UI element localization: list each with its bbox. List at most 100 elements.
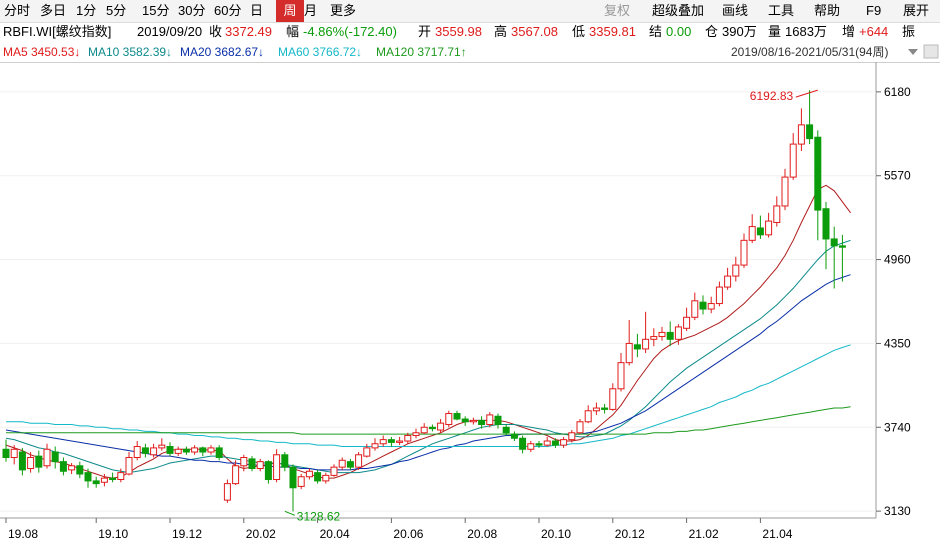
period-tab-5[interactable]: 30分 xyxy=(178,3,206,18)
candle xyxy=(264,460,272,484)
period-tab-4[interactable]: 15分 xyxy=(142,3,170,18)
toolbar-item-1[interactable]: 画线 xyxy=(722,3,749,18)
candle xyxy=(715,281,723,307)
candle-body xyxy=(707,303,715,310)
high-annotation-line xyxy=(795,89,818,98)
candle-body xyxy=(625,342,633,364)
ma-line-ma10 xyxy=(5,239,851,474)
high-label: 高 xyxy=(494,24,508,39)
range-dropdown[interactable] xyxy=(900,42,940,61)
ma10-legend: MA10 3582.39↓ xyxy=(88,45,173,59)
candle-body xyxy=(10,448,18,459)
candle-body xyxy=(797,124,805,145)
candle-body xyxy=(502,426,510,434)
candle-body xyxy=(18,451,26,471)
candle xyxy=(756,215,764,239)
candle xyxy=(396,436,404,446)
ma-legend-bar: MA5 3450.53↓ MA10 3582.39↓ MA20 3682.67↓… xyxy=(0,42,940,63)
period-tab-6[interactable]: 60分 xyxy=(214,3,242,18)
period-tab-7[interactable]: 日 xyxy=(250,3,264,18)
candle xyxy=(2,439,10,462)
candle xyxy=(363,443,371,458)
candle xyxy=(617,353,625,392)
candle xyxy=(27,452,35,473)
candle xyxy=(724,267,732,290)
change-label: 幅 xyxy=(286,24,300,39)
candle-body xyxy=(109,477,117,481)
candle-body xyxy=(601,407,609,410)
candle-body xyxy=(191,447,199,453)
ma-line-ma20 xyxy=(5,274,851,471)
candle xyxy=(609,383,617,411)
candle xyxy=(346,458,354,470)
period-tab-1[interactable]: 多日 xyxy=(40,3,67,18)
candle-body xyxy=(387,439,395,443)
candle-body xyxy=(633,344,641,350)
candle xyxy=(445,410,453,428)
candle xyxy=(527,441,535,453)
candle-body xyxy=(264,461,272,481)
candle xyxy=(478,416,486,429)
candle-body xyxy=(273,454,281,481)
toolbar-item-2[interactable]: 工具 xyxy=(768,3,795,18)
x-tick-label: 21.02 xyxy=(689,527,719,541)
period-tab-0[interactable]: 分时 xyxy=(4,3,31,18)
candle-body xyxy=(478,419,486,426)
candle-body xyxy=(166,446,174,454)
candle xyxy=(322,472,330,484)
candle-body xyxy=(43,448,51,467)
kline-chart[interactable]: 6180 5570 4960 4350 3740 3130 19.08 19.10 19.12 2… xyxy=(0,62,940,547)
candle xyxy=(502,424,510,436)
candle xyxy=(789,133,797,180)
period-toolbar: 分时 多日 1分 5分 15分 30分 60分日周月更多 复权 超级叠加 画线 工具 帮助 F9 展开 xyxy=(0,0,940,23)
ma60-legend: MA60 3766.72↓ xyxy=(278,45,363,59)
candle xyxy=(289,464,297,512)
low-value: 3359.81 xyxy=(589,24,636,39)
open-value: 3559.98 xyxy=(435,24,482,39)
candle xyxy=(748,214,756,244)
period-tab-2[interactable]: 1分 xyxy=(76,3,97,18)
period-tab-3[interactable]: 5分 xyxy=(106,3,127,18)
settle-value: 0.00 xyxy=(666,24,692,39)
candle xyxy=(560,436,568,448)
candle-body xyxy=(379,439,387,445)
candle xyxy=(43,443,51,469)
y-tick-label: 3130 xyxy=(884,504,911,518)
toolbar-item-0[interactable]: 超级叠加 xyxy=(652,3,705,18)
close-label: 收 xyxy=(209,24,223,39)
candle xyxy=(125,452,133,476)
candle xyxy=(84,468,92,488)
candle xyxy=(158,438,166,451)
candle xyxy=(297,474,305,490)
change-value: -4.86%(-172.40) xyxy=(303,24,397,39)
candle xyxy=(338,457,346,470)
candle-body xyxy=(568,432,576,441)
period-tab-9[interactable]: 月 xyxy=(304,3,318,18)
x-tick-label: 20.10 xyxy=(541,527,571,541)
candle xyxy=(10,445,18,465)
period-tab-10[interactable]: 更多 xyxy=(330,3,357,18)
candle-body xyxy=(240,457,248,467)
candle xyxy=(510,431,518,442)
candle xyxy=(633,333,641,358)
candle-body xyxy=(683,316,691,329)
candle-body xyxy=(691,300,699,318)
candle xyxy=(650,328,658,347)
candle-body xyxy=(322,474,330,482)
toolbar-item-3[interactable]: 帮助 xyxy=(814,3,841,18)
candle-body xyxy=(592,407,600,412)
chevron-down-icon[interactable] xyxy=(908,49,918,55)
x-tick-label: 20.06 xyxy=(393,527,423,541)
candle xyxy=(174,446,182,457)
candle-body xyxy=(223,483,231,501)
adjust-button[interactable]: 复权 xyxy=(604,3,631,18)
toolbar-item-4[interactable]: F9 xyxy=(866,3,882,18)
scroll-button[interactable] xyxy=(923,44,939,59)
candle-body xyxy=(715,286,723,305)
candle-body xyxy=(642,338,650,350)
period-tab-8[interactable]: 周 xyxy=(276,0,304,22)
high-value: 3567.08 xyxy=(511,24,558,39)
candle-body xyxy=(658,331,666,338)
candle-body xyxy=(35,455,43,468)
toolbar-item-5[interactable]: 展开 xyxy=(903,3,930,18)
